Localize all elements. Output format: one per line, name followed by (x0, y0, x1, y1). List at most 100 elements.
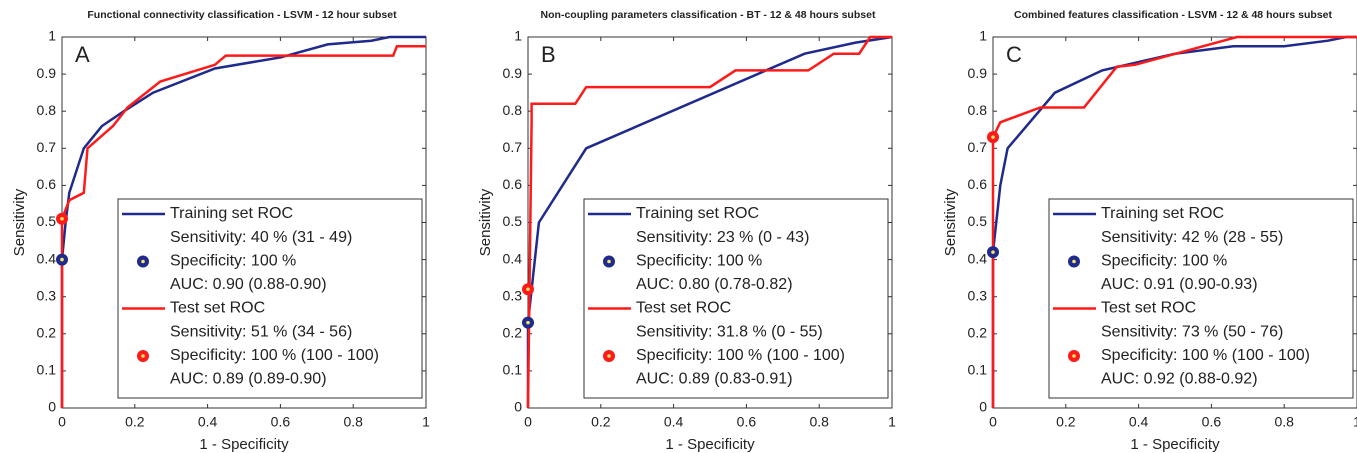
x-tick-label: 0.2 (125, 414, 145, 430)
y-tick-label: 1 (48, 28, 56, 44)
x-tick-label: 0.4 (664, 414, 684, 430)
panel-label: C (1006, 42, 1022, 67)
operating-point-center (141, 354, 145, 358)
x-tick-label: 0.6 (271, 414, 291, 430)
x-tick-label: 0.2 (591, 414, 611, 430)
y-tick-label: 0.6 (37, 176, 57, 192)
legend-detail: AUC: 0.80 (0.78-0.82) (636, 276, 793, 293)
y-axis-label: Sensitivity (11, 188, 28, 256)
legend-detail: Specificity: 100 % (100 - 100) (170, 347, 379, 364)
operating-point-center (60, 257, 64, 262)
y-tick-label: 0.5 (37, 213, 57, 229)
x-axis-label: 1 - Specificity (199, 436, 289, 453)
y-tick-label: 0.8 (503, 102, 523, 118)
operating-point-center (607, 259, 611, 264)
operating-point-center (1072, 354, 1076, 358)
subplot: Non-coupling parameters classification -… (477, 9, 896, 453)
legend-detail: Specificity: 100 % (100 - 100) (1101, 347, 1310, 364)
x-tick-label: 0.4 (1129, 414, 1149, 430)
legend-detail: AUC: 0.89 (0.83-0.91) (636, 371, 793, 388)
legend-entry: Test set ROC (1101, 300, 1196, 317)
y-tick-label: 0.4 (968, 250, 988, 266)
x-tick-label: 0 (524, 414, 532, 430)
y-tick-label: 0.6 (503, 176, 523, 192)
y-tick-label: 0.5 (968, 213, 988, 229)
y-tick-label: 0.2 (503, 325, 523, 341)
operating-point-center (526, 320, 530, 325)
operating-point-center (991, 135, 995, 139)
y-tick-label: 0.8 (37, 102, 57, 118)
subplot-title: Non-coupling parameters classification -… (541, 9, 876, 21)
subplot: Combined features classification - LSVM … (942, 9, 1357, 453)
y-tick-label: 0.9 (37, 65, 57, 81)
panel-label: B (541, 42, 556, 67)
x-axis-label: 1 - Specificity (665, 436, 755, 453)
y-tick-label: 0.2 (37, 325, 57, 341)
legend-detail: Sensitivity: 51 % (34 - 56) (170, 324, 352, 341)
y-tick-label: 0 (514, 399, 522, 415)
legend-detail: Sensitivity: 23 % (0 - 43) (636, 229, 809, 246)
x-axis-label: 1 - Specificity (1130, 436, 1220, 453)
operating-point-center (141, 259, 145, 264)
roc-curve (526, 35, 892, 409)
y-tick-label: 0.5 (503, 213, 523, 229)
y-tick-label: 0.4 (503, 250, 523, 266)
y-tick-label: 0 (48, 399, 56, 415)
y-tick-label: 0.7 (503, 139, 523, 155)
subplot-title: Functional connectivity classification -… (87, 9, 397, 21)
y-tick-label: 0.6 (968, 176, 988, 192)
subplot-title: Combined features classification - LSVM … (1014, 9, 1332, 21)
legend-entry: Test set ROC (170, 300, 265, 317)
panel-label: A (75, 42, 90, 67)
x-tick-label: 0.2 (1056, 414, 1076, 430)
legend-box (117, 198, 423, 399)
legend-detail: Sensitivity: 42 % (28 - 55) (1101, 229, 1283, 246)
x-tick-label: 0.6 (1202, 414, 1222, 430)
x-tick-label: 0 (58, 414, 66, 430)
y-tick-label: 1 (514, 28, 522, 44)
legend-detail: Sensitivity: 73 % (50 - 76) (1101, 324, 1283, 341)
legend-detail: Specificity: 100 % (1101, 253, 1227, 270)
y-tick-label: 0.2 (968, 325, 988, 341)
x-tick-label: 1 (422, 414, 430, 430)
operating-point-center (991, 250, 995, 254)
x-tick-label: 0.8 (343, 414, 363, 430)
y-tick-label: 0.9 (503, 65, 523, 81)
roc-curve (991, 35, 1357, 408)
legend-detail: AUC: 0.90 (0.88-0.90) (170, 276, 327, 293)
subplot: Functional connectivity classification -… (11, 9, 430, 453)
roc-curve (60, 45, 426, 408)
y-tick-label: 0 (979, 399, 987, 415)
y-tick-label: 0.1 (37, 362, 57, 378)
legend-entry: Training set ROC (170, 205, 293, 222)
y-tick-label: 0.7 (37, 139, 57, 155)
operating-point-center (607, 354, 611, 358)
y-axis-label: Sensitivity (477, 188, 494, 256)
operating-point-center (526, 287, 530, 292)
legend-detail: AUC: 0.89 (0.89-0.90) (170, 371, 327, 388)
legend-entry: Training set ROC (1101, 205, 1224, 222)
y-tick-label: 0.7 (968, 139, 988, 155)
legend-detail: AUC: 0.92 (0.88-0.92) (1101, 371, 1258, 388)
legend-entry: Test set ROC (636, 300, 731, 317)
legend-detail: Sensitivity: 31.8 % (0 - 55) (636, 324, 823, 341)
legend-box (583, 198, 889, 399)
x-tick-label: 0.8 (809, 414, 829, 430)
legend-box (1048, 198, 1354, 399)
x-tick-label: 0.4 (198, 414, 218, 430)
operating-point-center (1072, 259, 1076, 264)
y-axis-label: Sensitivity (942, 188, 959, 256)
y-tick-label: 0.9 (968, 65, 988, 81)
y-tick-label: 1 (979, 28, 987, 44)
y-tick-label: 0.3 (503, 287, 523, 303)
roc-curve (60, 35, 426, 408)
x-tick-label: 1 (888, 414, 896, 430)
legend-detail: Sensitivity: 40 % (31 - 49) (170, 229, 352, 246)
x-tick-label: 1 (1353, 414, 1357, 430)
y-tick-label: 0.8 (968, 102, 988, 118)
x-tick-label: 0 (989, 414, 997, 430)
y-tick-label: 0.1 (968, 362, 988, 378)
y-tick-label: 0.3 (968, 287, 988, 303)
